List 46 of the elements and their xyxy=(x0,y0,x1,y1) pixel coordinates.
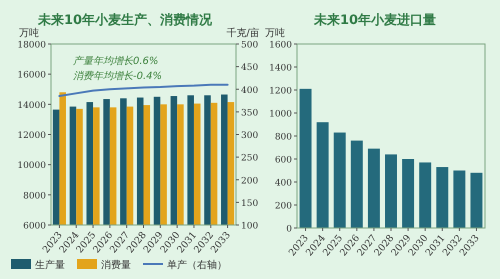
y-tick-label: 10000 xyxy=(17,161,46,172)
y-tick-label: 1600 xyxy=(269,40,292,50)
annotation: 产量年均增长0.6% xyxy=(73,55,158,67)
y-tick-label: 12000 xyxy=(17,131,46,141)
y-tick-label: 400 xyxy=(274,178,292,188)
bar xyxy=(419,162,432,228)
legend-label: 生产量 xyxy=(35,259,65,271)
y-tick-label: 200 xyxy=(274,202,292,212)
y2-tick-label: 200 xyxy=(241,176,258,186)
bar xyxy=(350,140,363,228)
y2-tick-label: 300 xyxy=(241,131,258,141)
legend-label: 单产（右轴） xyxy=(167,259,227,271)
y2-tick-label: 250 xyxy=(241,154,258,164)
y-tick-label: 1200 xyxy=(269,86,292,96)
bar xyxy=(368,148,380,228)
y2-axis-title: 千克/亩 xyxy=(226,27,260,39)
chart-title: 未来10年小麦生产、消费情况 xyxy=(36,12,214,28)
y-tick-label: 600 xyxy=(274,156,292,166)
y2-tick-label: 500 xyxy=(241,40,258,50)
bar xyxy=(402,159,414,228)
y2-tick-label: 450 xyxy=(241,63,258,74)
y-tick-label: 18000 xyxy=(17,40,46,50)
legend-label: 消费量 xyxy=(101,259,131,271)
y2-tick-label: 400 xyxy=(241,86,258,96)
annotation: 消费年均增长-0.4% xyxy=(73,70,162,82)
y2-tick-label: 150 xyxy=(241,198,258,209)
y-tick-label: 6000 xyxy=(23,222,46,232)
bar xyxy=(334,132,346,228)
chart-title: 未来10年小麦进口量 xyxy=(312,13,436,28)
bar xyxy=(453,170,466,228)
bar xyxy=(385,154,397,228)
y2-tick-label: 100 xyxy=(241,222,258,232)
bar xyxy=(300,88,312,228)
y-axis-title: 万吨 xyxy=(19,27,39,39)
y-tick-label: 800 xyxy=(274,132,292,142)
bar xyxy=(470,172,482,228)
bar xyxy=(436,167,448,228)
y-tick-label: 8000 xyxy=(23,191,46,202)
y-tick-label: 14000 xyxy=(17,100,46,111)
bar xyxy=(316,122,329,228)
y-tick-label: 0 xyxy=(286,224,292,234)
y2-tick-label: 350 xyxy=(241,108,258,118)
y-tick-label: 16000 xyxy=(17,70,46,81)
y-tick-label: 1000 xyxy=(269,110,292,120)
y-axis-title: 万吨 xyxy=(265,27,285,39)
y-tick-label: 1400 xyxy=(269,64,292,74)
